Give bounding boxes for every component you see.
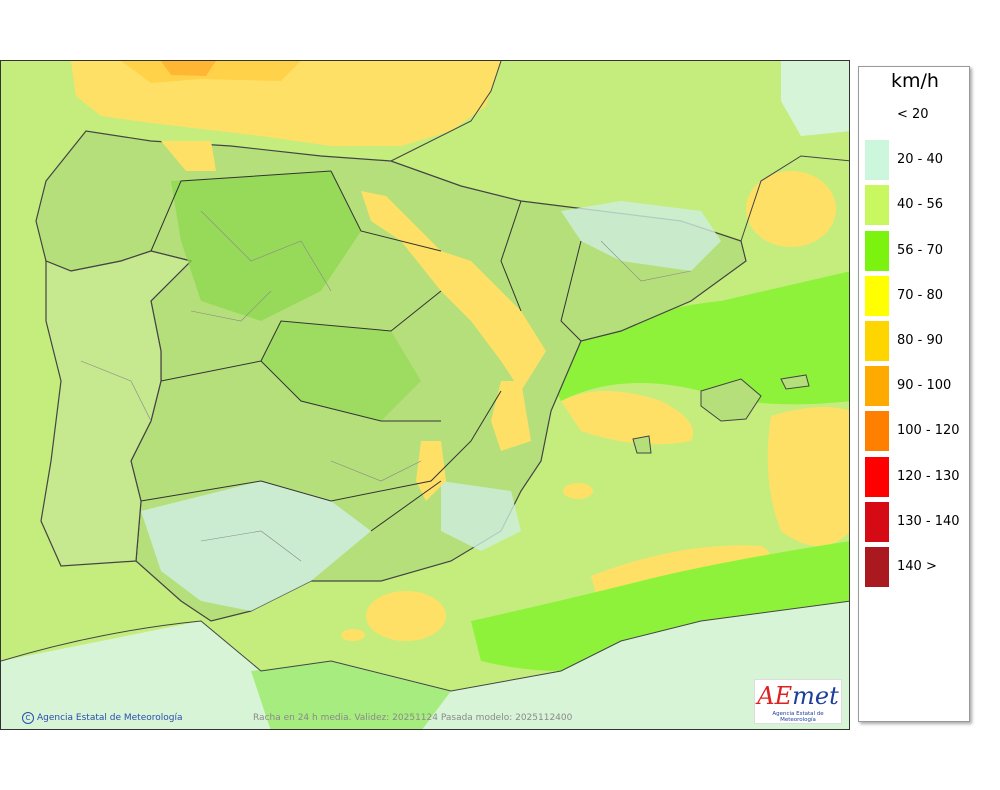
legend-swatch [865, 230, 889, 271]
logo-met: met [792, 682, 839, 710]
aemet-logo: AEmet Agencia Estatal de Meteorología [754, 679, 842, 724]
region-boundaries [140, 170, 582, 532]
legend-label: 70 - 80 [897, 287, 944, 303]
legend-panel: km/h < 20 20 - 40 40 - 56 56 - 70 70 - 80 80 … [858, 66, 970, 722]
gust-zone-alboran-dot [341, 629, 365, 641]
legend-label: 140 > [897, 559, 937, 574]
legend-swatch [865, 140, 889, 181]
legend-item: 140 > [863, 547, 971, 587]
legend-swatch [865, 275, 889, 316]
legend-label: 130 - 140 [897, 513, 960, 529]
ibiza-island [632, 435, 652, 454]
gust-zone-alboran-band [471, 541, 849, 671]
legend-swatch [865, 501, 889, 542]
mallorca-island [700, 378, 762, 422]
legend-item: 130 - 140 [863, 501, 971, 542]
gust-zone-pyrenees-low [561, 201, 721, 271]
legend-item: 90 - 100 [863, 366, 971, 407]
legend-unit: km/h [891, 70, 939, 92]
legend-swatch [865, 366, 889, 407]
gust-zone-med-band [541, 271, 849, 405]
legend-label: 80 - 90 [897, 333, 944, 348]
legend-swatch [865, 456, 889, 497]
map-canvas [1, 61, 849, 729]
validity-text: Racha en 24 h media. Validez: 20251124 P… [253, 713, 573, 723]
gust-zone-murcia-low [441, 481, 521, 551]
gust-zone-alboran [366, 591, 446, 641]
legend-item: < 20 [863, 95, 971, 135]
africa-coast [1, 600, 849, 692]
legend-item: 56 - 70 [863, 230, 971, 271]
france-coast [390, 61, 849, 242]
legend-swatch [865, 547, 889, 587]
gust-zone-north-sea-max [161, 61, 216, 76]
copyright-icon: C [22, 712, 34, 724]
legend-label: 100 - 120 [897, 423, 960, 439]
logo-ae: AE [757, 682, 793, 710]
legend-label: < 20 [897, 107, 929, 122]
gust-zone-valencia-dot [563, 483, 593, 499]
legend-label: 56 - 70 [897, 242, 944, 258]
gust-zone-gulf-lion [746, 171, 836, 247]
gust-zone-albacete [416, 441, 446, 501]
legend-item: 40 - 56 [863, 185, 971, 226]
gust-zone-balearic-east [767, 407, 849, 546]
gust-zone-south-mid [251, 661, 451, 729]
gust-zone-north-sea [71, 61, 501, 146]
wind-gust-map [0, 60, 850, 730]
agency-credit-text: Agencia Estatal de Meteorología [37, 713, 183, 723]
gust-zone-ne-light [781, 61, 849, 136]
legend-item: 120 - 130 [863, 456, 971, 497]
agency-credit: C Agencia Estatal de Meteorología [22, 712, 183, 724]
legend-swatch [865, 411, 889, 452]
gust-zone-iberian-system [361, 191, 546, 391]
legend-label: 90 - 100 [897, 378, 952, 394]
gust-zone-south-light [1, 601, 849, 729]
legend-swatch [865, 321, 889, 361]
gust-zone-cantabria [161, 141, 216, 171]
portugal [40, 250, 193, 567]
logo-subtitle: Agencia Estatal de Meteorología [772, 711, 824, 723]
legend-item: 20 - 40 [863, 140, 971, 181]
legend-label: 20 - 40 [897, 152, 944, 168]
province-boundaries [80, 210, 692, 562]
legend-item: 70 - 80 [863, 275, 971, 316]
logo-wordmark: AEmet [755, 682, 841, 710]
legend-label: 120 - 130 [897, 468, 960, 484]
gust-zone-andalucia-low [141, 481, 371, 611]
gust-zone-central [261, 321, 421, 421]
gust-zone-balearic-west [561, 391, 693, 445]
legend-swatch [865, 95, 889, 135]
gust-zone-valencia-interior [491, 381, 531, 451]
gust-zone-meseta-north [171, 171, 361, 321]
legend-label: 40 - 56 [897, 197, 944, 213]
legend-swatch [865, 185, 889, 226]
legend-item: 80 - 90 [863, 321, 971, 361]
legend-item: 100 - 120 [863, 411, 971, 452]
menorca-island [780, 374, 810, 390]
